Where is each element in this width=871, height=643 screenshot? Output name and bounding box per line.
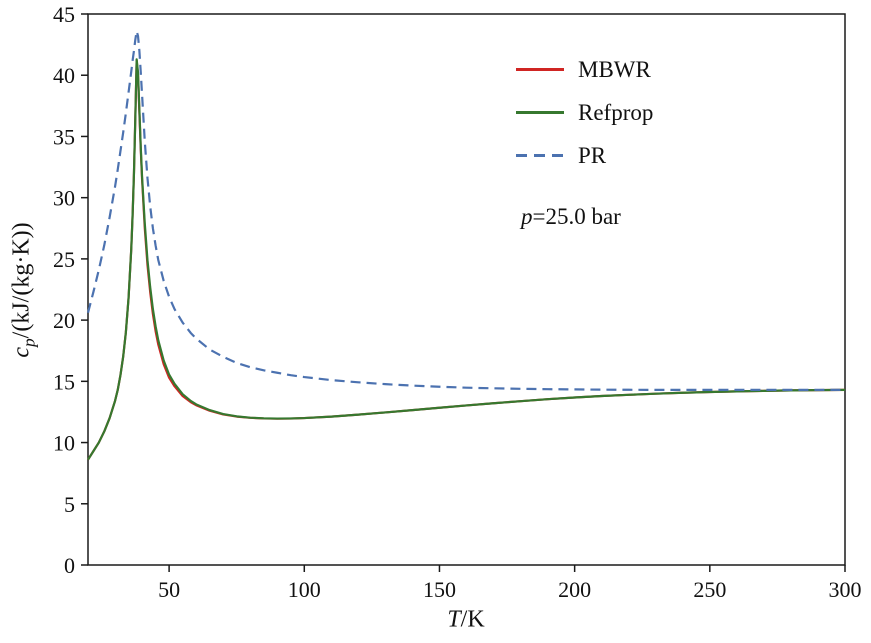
x-tick-label-250: 250 — [693, 577, 726, 602]
plot-frame — [87, 13, 846, 566]
legend-item-PR: PR — [516, 140, 653, 171]
y-tick-label-45: 45 — [53, 2, 75, 27]
legend-item-Refprop: Refprop — [516, 97, 653, 128]
x-tick-label-50: 50 — [158, 577, 180, 602]
legend-line-sample-MBWR — [516, 68, 564, 71]
y-tick-label-40: 40 — [53, 63, 75, 88]
pressure-annotation: p=25.0 bar — [521, 204, 621, 230]
x-tick-label-200: 200 — [558, 577, 591, 602]
x-tick-label-300: 300 — [829, 577, 862, 602]
legend-label-MBWR: MBWR — [578, 57, 651, 82]
y-tick-label-25: 25 — [53, 247, 75, 272]
legend: MBWR Refprop PR — [516, 54, 653, 171]
y-tick-label-20: 20 — [53, 308, 75, 333]
pressure-symbol: p — [521, 204, 533, 229]
series-line-MBWR — [87, 59, 846, 461]
x-axis-label: T/K — [447, 607, 484, 634]
y-axis-label-units: /(kJ/(kg·K)) — [8, 222, 35, 339]
x-axis-label-symbol: T — [447, 606, 461, 633]
series-line-PR — [86, 30, 845, 391]
x-tick-label-100: 100 — [288, 577, 321, 602]
legend-label-PR: PR — [578, 143, 607, 168]
legend-line-sample-PR — [516, 154, 564, 157]
y-tick-label-5: 5 — [64, 492, 75, 517]
y-tick-label-0: 0 — [64, 553, 75, 578]
y-axis-label-subscript: p — [19, 338, 39, 347]
series-line-Refprop — [87, 58, 846, 461]
x-axis-label-units: /K — [460, 606, 485, 633]
y-axis-label-symbol: c — [8, 346, 35, 358]
pressure-value: =25.0 bar — [532, 204, 621, 229]
y-tick-label-30: 30 — [53, 186, 75, 211]
y-tick-label-10: 10 — [53, 431, 75, 456]
x-tick-label-150: 150 — [423, 577, 456, 602]
y-axis-label: cp/(kJ/(kg·K)) — [9, 222, 40, 357]
y-tick-label-35: 35 — [53, 124, 75, 149]
legend-label-Refprop: Refprop — [578, 100, 654, 125]
legend-line-sample-Refprop — [516, 111, 564, 114]
y-tick-label-15: 15 — [53, 369, 75, 394]
legend-item-MBWR: MBWR — [516, 54, 653, 85]
